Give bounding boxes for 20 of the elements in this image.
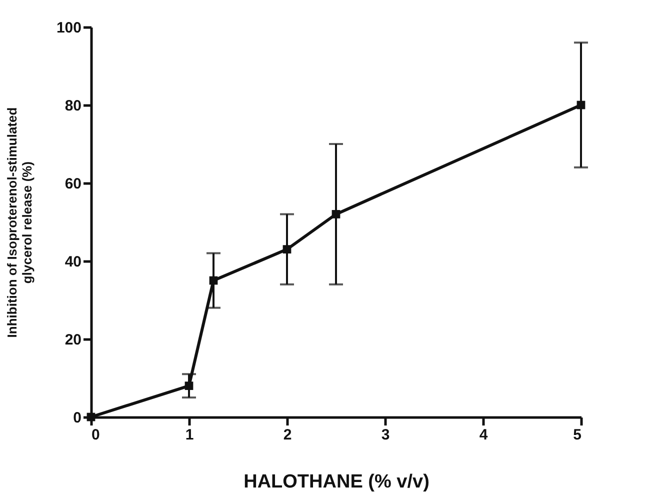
- x-tick-label: 1: [185, 426, 194, 444]
- x-tick-label: 5: [573, 426, 582, 444]
- y-tick-label: 0: [73, 410, 82, 426]
- point: [576, 100, 586, 110]
- y-axis-title: Inhibition of Isoproterenol-stimulated glycerol release (%): [4, 107, 34, 338]
- point: [282, 245, 292, 254]
- y-tick-label: 100: [56, 20, 82, 36]
- x-tick-label: 4: [479, 426, 488, 444]
- y-tick-label: 40: [64, 254, 82, 270]
- x-tick-label: 3: [381, 426, 390, 444]
- x-axis-title: HALOTHANE (% v/v): [244, 472, 430, 492]
- point: [86, 412, 96, 422]
- y-tick-label: 60: [64, 176, 82, 192]
- point: [184, 382, 194, 390]
- point: [332, 210, 340, 218]
- x-tick-label: 0: [92, 426, 100, 444]
- point: [209, 276, 218, 285]
- x-tick-label: 2: [283, 426, 292, 444]
- y-tick-label: 20: [64, 332, 82, 348]
- y-tick-label: 80: [64, 98, 82, 114]
